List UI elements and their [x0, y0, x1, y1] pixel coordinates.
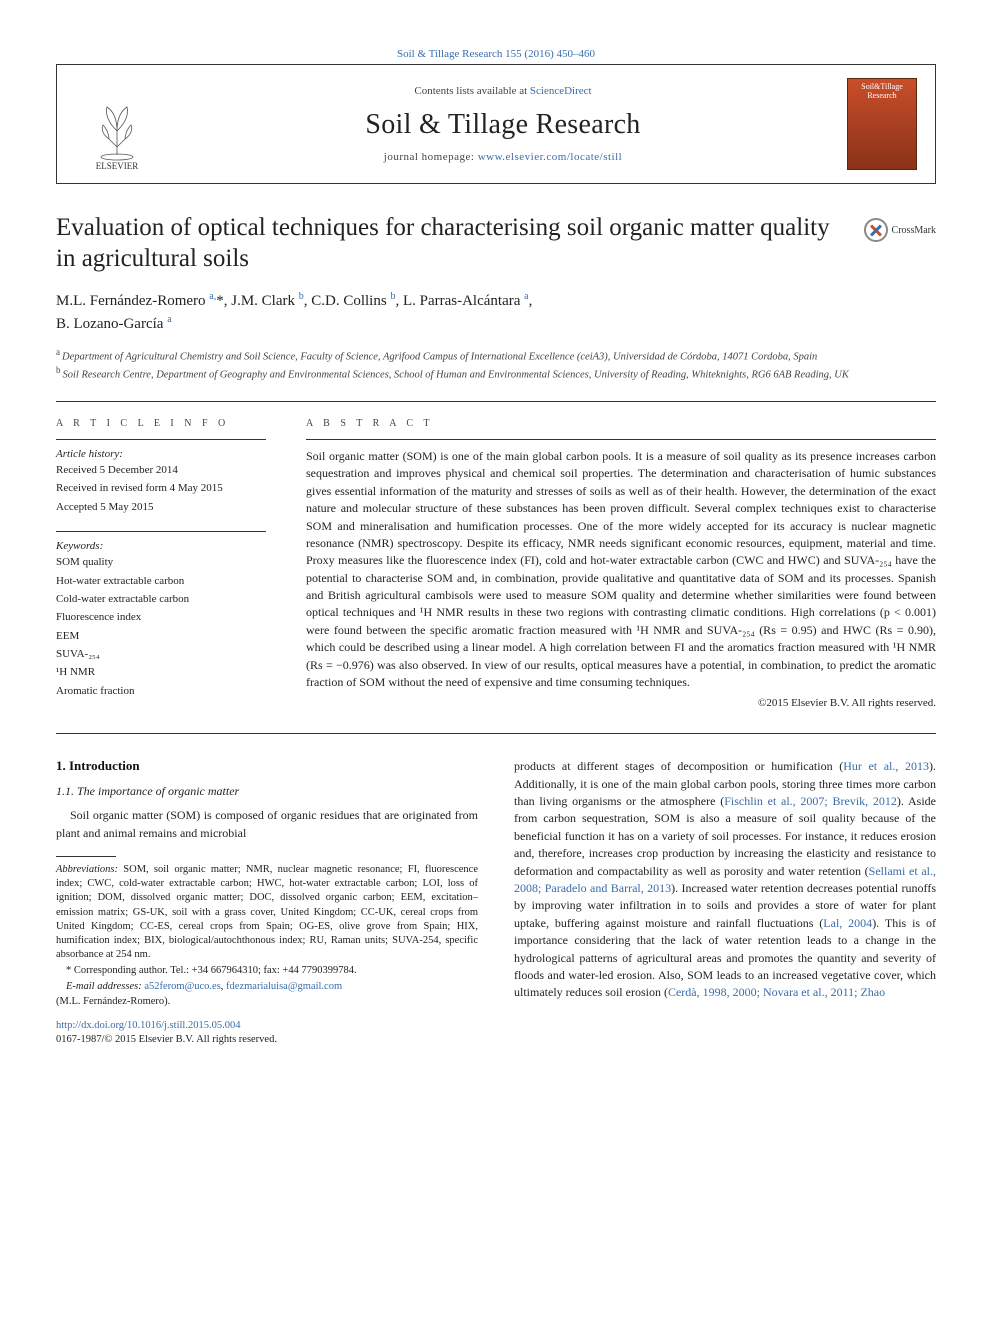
- authors-list: M.L. Fernández-Romero a,*, J.M. Clark b,…: [56, 289, 936, 336]
- citation-link[interactable]: Lal, 2004: [823, 916, 872, 930]
- crossmark-label: CrossMark: [892, 225, 936, 236]
- keywords-list: SOM quality Hot-water extractable carbon C…: [56, 555, 266, 699]
- journal-header-box: ELSEVIER Contents lists available at Sci…: [56, 64, 936, 184]
- keyword-item: SUVA-₂₅₄: [56, 647, 266, 662]
- affiliation-b: bSoil Research Centre, Department of Geo…: [56, 364, 936, 383]
- divider: [56, 401, 936, 402]
- citation-link[interactable]: Fischlin et al., 2007; Brevik, 2012: [724, 794, 897, 808]
- article-info-heading: A R T I C L E I N F O: [56, 418, 266, 429]
- journal-title: Soil & Tillage Research: [175, 109, 831, 141]
- article-info-column: A R T I C L E I N F O Article history: R…: [56, 418, 266, 715]
- divider: [56, 531, 266, 532]
- keyword-item: Hot-water extractable carbon: [56, 574, 266, 589]
- keyword-item: Aromatic fraction: [56, 684, 266, 699]
- received-date: Received 5 December 2014: [56, 463, 266, 478]
- citation-header[interactable]: Soil & Tillage Research 155 (2016) 450–4…: [56, 48, 936, 60]
- revised-date: Received in revised form 4 May 2015: [56, 481, 266, 496]
- abbreviations-label: Abbreviations:: [56, 864, 118, 875]
- keyword-item: SOM quality: [56, 555, 266, 570]
- email-footnote: E-mail addresses: a52ferom@uco.es, fdezm…: [56, 980, 478, 994]
- history-label: Article history:: [56, 448, 266, 460]
- email-link-2[interactable]: fdezmarialuisa@gmail.com: [226, 981, 342, 992]
- keywords-label: Keywords:: [56, 540, 266, 552]
- citation-link[interactable]: Sellami et al., 2008; Paradelo and Barra…: [514, 864, 936, 895]
- divider: [306, 439, 936, 440]
- journal-cover-thumbnail[interactable]: Soil&Tillage Research: [847, 78, 917, 170]
- header-middle: Contents lists available at ScienceDirec…: [175, 85, 831, 163]
- homepage-line: journal homepage: www.elsevier.com/locat…: [175, 151, 831, 163]
- section-1-heading: 1. Introduction: [56, 758, 478, 774]
- contents-prefix: Contents lists available at: [414, 85, 529, 97]
- keyword-item: EEM: [56, 629, 266, 644]
- homepage-prefix: journal homepage:: [384, 151, 478, 163]
- affiliation-a: aDepartment of Agricultural Chemistry an…: [56, 346, 936, 365]
- body-paragraph: products at different stages of decompos…: [514, 758, 936, 1001]
- sciencedirect-link[interactable]: ScienceDirect: [530, 85, 592, 97]
- abstract-text: Soil organic matter (SOM) is one of the …: [306, 448, 936, 691]
- crossmark-icon: [864, 218, 888, 242]
- affiliations: aDepartment of Agricultural Chemistry an…: [56, 346, 936, 383]
- abbreviations-footnote: Abbreviations: SOM, soil organic matter;…: [56, 863, 478, 962]
- keyword-item: Cold-water extractable carbon: [56, 592, 266, 607]
- cover-title: Soil&Tillage Research: [850, 83, 914, 101]
- accepted-date: Accepted 5 May 2015: [56, 500, 266, 515]
- corresponding-footnote: * Corresponding author. Tel.: +34 667964…: [56, 964, 478, 978]
- elsevier-logo[interactable]: ELSEVIER: [75, 77, 159, 171]
- copyright-line: ©2015 Elsevier B.V. All rights reserved.: [306, 697, 936, 709]
- article-title: Evaluation of optical techniques for cha…: [56, 212, 852, 275]
- footnote-rule: [56, 856, 116, 857]
- elsevier-tree-icon: [87, 103, 147, 161]
- keyword-item: ¹H NMR: [56, 665, 266, 680]
- abstract-heading: A B S T R A C T: [306, 418, 936, 429]
- crossmark-badge[interactable]: CrossMark: [864, 212, 936, 242]
- doi-link[interactable]: http://dx.doi.org/10.1016/j.still.2015.0…: [56, 1020, 240, 1031]
- issn-line: 0167-1987/© 2015 Elsevier B.V. All right…: [56, 1034, 277, 1045]
- keyword-item: Fluorescence index: [56, 610, 266, 625]
- divider: [56, 439, 266, 440]
- doi-block: http://dx.doi.org/10.1016/j.still.2015.0…: [56, 1019, 478, 1048]
- abstract-column: A B S T R A C T Soil organic matter (SOM…: [306, 418, 936, 715]
- homepage-link[interactable]: www.elsevier.com/locate/still: [478, 151, 623, 163]
- citation-link[interactable]: Cerdà, 1998, 2000; Novara et al., 2011; …: [668, 985, 885, 999]
- email-author: (M.L. Fernández-Romero).: [56, 995, 478, 1009]
- email-link-1[interactable]: a52ferom@uco.es: [144, 981, 220, 992]
- divider: [56, 733, 936, 734]
- section-1-1-heading: 1.1. The importance of organic matter: [56, 784, 478, 799]
- citation-link[interactable]: Hur et al., 2013: [843, 759, 929, 773]
- body-paragraph: Soil organic matter (SOM) is composed of…: [56, 807, 478, 842]
- body-column-left: 1. Introduction 1.1. The importance of o…: [56, 758, 478, 1048]
- email-label: E-mail addresses:: [66, 981, 142, 992]
- contents-line: Contents lists available at ScienceDirec…: [175, 85, 831, 97]
- body-column-right: products at different stages of decompos…: [514, 758, 936, 1048]
- elsevier-text: ELSEVIER: [96, 161, 139, 171]
